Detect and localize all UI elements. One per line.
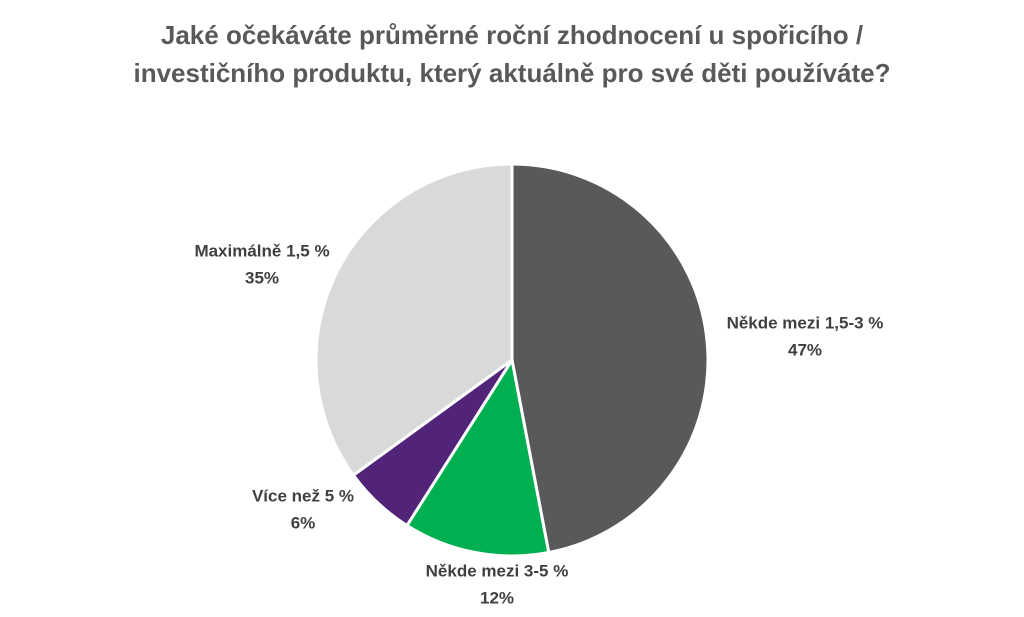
slice-value-label: 47%	[788, 340, 822, 359]
pie-slice	[510, 162, 710, 555]
slice-value-label: 12%	[480, 588, 514, 607]
pie-slice	[404, 355, 551, 558]
slice-value-label: 35%	[245, 268, 279, 287]
slice-label: Někde mezi 3-5 %	[426, 561, 569, 580]
slice-label: Více než 5 %	[252, 486, 354, 505]
slice-label: Maximálně 1,5 %	[194, 241, 329, 260]
chart-title: Jaké očekáváte průměrné roční zhodnocení…	[133, 20, 891, 88]
slice-label: Někde mezi 1,5-3 %	[727, 313, 884, 332]
slice-value-label: 6%	[291, 513, 316, 532]
pie-slice	[314, 162, 514, 478]
